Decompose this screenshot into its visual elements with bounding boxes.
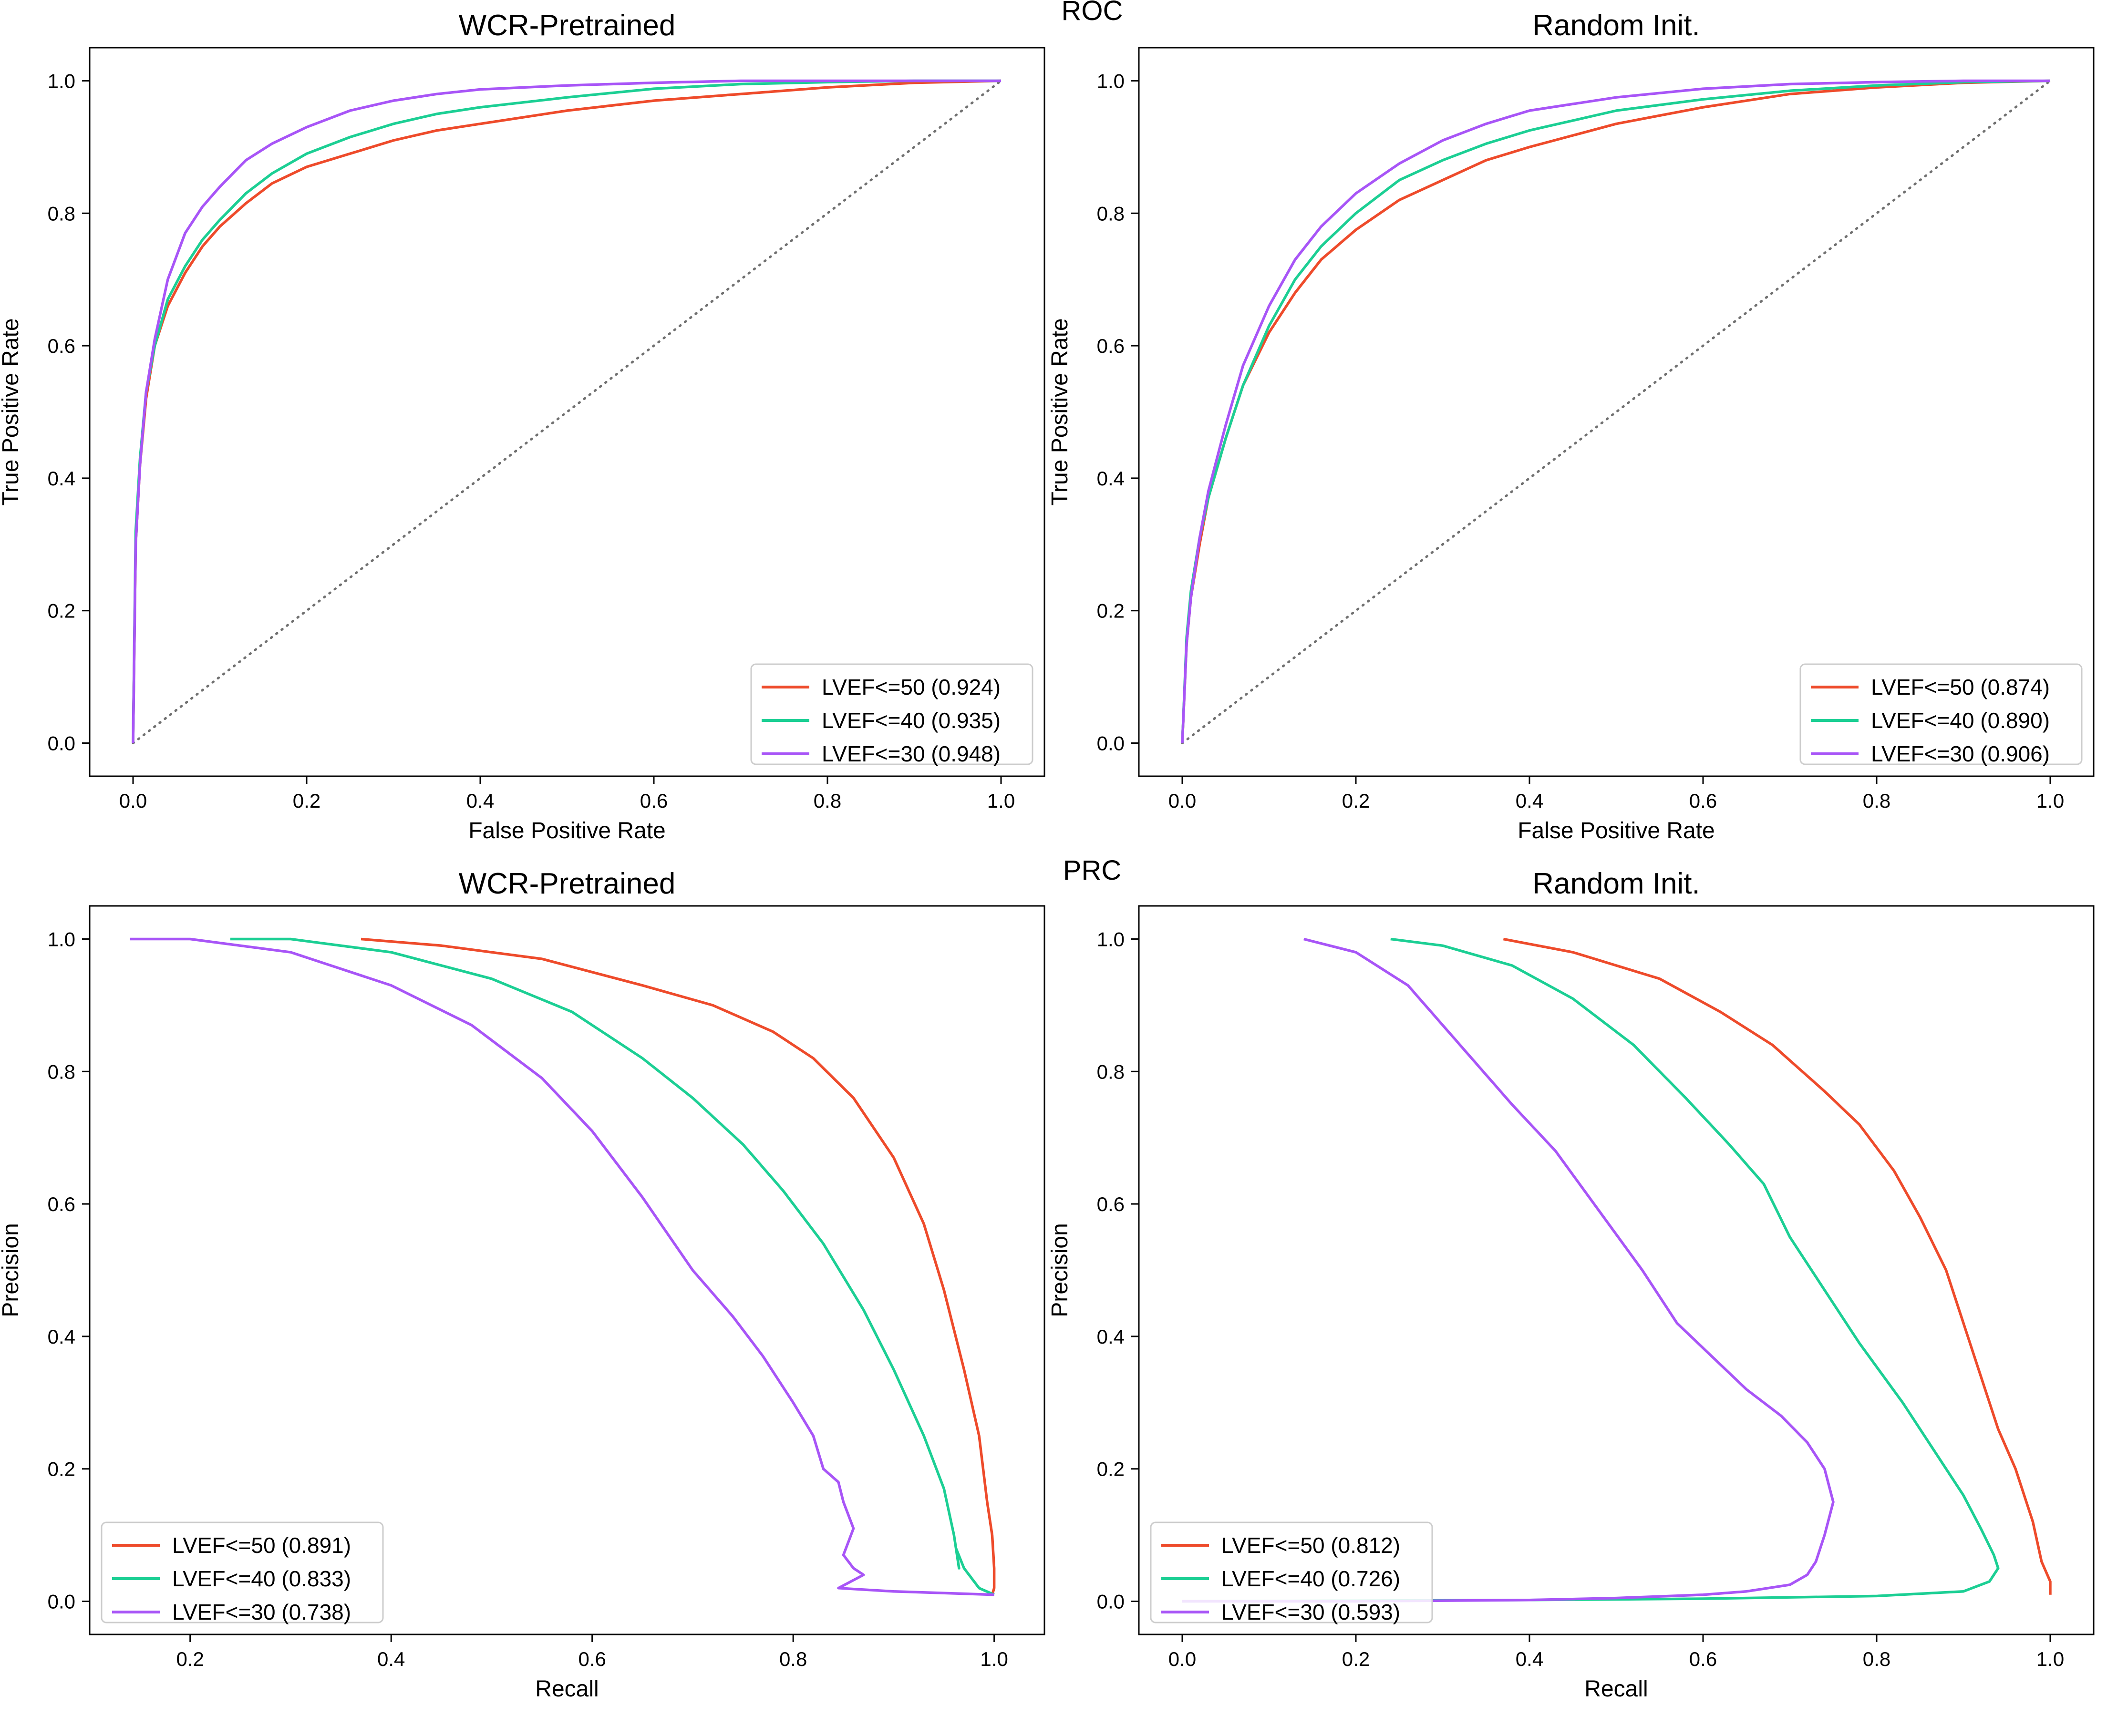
prc-wcr-ytick-label: 1.0 [48,928,75,950]
prc-wcr-xtick-label: 0.4 [377,1648,405,1670]
roc-wcr-ylabel: True Positive Rate [0,318,23,505]
roc-random-plot-frame [1138,47,2095,777]
prc-wcr-legend-label-3: LVEF<=30 (0.738) [172,1600,351,1624]
roc-random-xtick-label: 1.0 [2036,790,2064,812]
section-title-roc: ROC [1062,0,1123,26]
roc-random-legend-label-2: LVEF<=40 (0.890) [1871,708,2050,733]
roc-random-xtick-label: 0.0 [1168,790,1196,812]
roc-random-xlabel: False Positive Rate [1518,818,1715,843]
roc-random-ytick-label: 0.6 [1097,335,1125,357]
prc-wcr-pretrained-chart: WCR-Pretrained 0.2 0.4 0.6 0.8 1.0 0.0 0.2 0.4 0.… [0,867,1045,1702]
prc-wcr-xtick-label: 0.8 [779,1648,807,1670]
roc-random-ytick-label: 0.8 [1097,202,1125,225]
roc-wcr-ytick-label: 0.8 [48,202,75,225]
prc-random-ytick-label: 0.2 [1097,1458,1125,1480]
prc-random-legend [1150,1521,1433,1623]
prc-wcr-xtick-label: 0.6 [578,1648,606,1670]
roc-random-ytick-label: 0.4 [1097,467,1125,490]
roc-wcr-title: WCR-Pretrained [459,9,676,42]
roc-wcr-xtick-label: 0.2 [293,790,320,812]
prc-random-xtick-label: 0.6 [1689,1648,1717,1670]
prc-wcr-series-3-line [130,937,994,1596]
prc-wcr-series-1-line [361,937,996,1596]
roc-random-title: Random Init. [1532,9,1700,42]
prc-random-xtick-label: 0.0 [1168,1648,1196,1670]
prc-random-xlabel: Recall [1584,1676,1648,1702]
prc-random-series-1-line [1503,937,2052,1595]
roc-wcr-legend-label-3: LVEF<=30 (0.948) [822,741,1001,766]
roc-wcr-legend-label-2: LVEF<=40 (0.935) [822,708,1001,733]
prc-wcr-plot-frame [89,905,1045,1635]
roc-random-ytick-label: 0.0 [1097,732,1125,755]
roc-random-xtick-label: 0.2 [1342,790,1370,812]
roc-wcr-xtick-label: 0.8 [814,790,841,812]
prc-random-legend-label-3: LVEF<=30 (0.593) [1221,1600,1400,1624]
roc-wcr-xtick-label: 0.0 [119,790,147,812]
prc-random-xtick-label: 0.4 [1516,1648,1543,1670]
roc-wcr-series-3-line [132,79,1001,743]
roc-random-legend-label-3: LVEF<=30 (0.906) [1871,741,2050,766]
prc-random-plot-frame [1138,905,2095,1635]
prc-random-series-3-line [1182,937,1835,1603]
roc-wcr-xtick-label: 0.4 [466,790,494,812]
prc-random-ytick-label: 0.0 [1097,1591,1125,1613]
roc-wcr-ytick-label: 0.0 [48,732,75,755]
roc-random-ylabel: True Positive Rate [1047,318,1073,505]
prc-wcr-xlabel: Recall [535,1676,599,1702]
prc-random-ytick-label: 1.0 [1097,928,1125,950]
roc-random-xtick-label: 0.8 [1863,790,1890,812]
roc-random-ytick-label: 0.2 [1097,600,1125,622]
roc-random-legend-label-1: LVEF<=50 (0.874) [1871,675,2050,699]
roc-wcr-xtick-label: 1.0 [987,790,1015,812]
prc-wcr-xtick-label: 0.2 [176,1648,204,1670]
roc-wcr-pretrained-chart: WCR-Pretrained 0.0 0.2 0.4 0.6 0.8 1.0 0.0 0.2 0.… [0,9,1045,843]
roc-random-xtick-label: 0.6 [1689,790,1717,812]
roc-wcr-ytick-label: 0.6 [48,335,75,357]
roc-random-init-chart: Random Init. 0.0 0.2 0.4 0.6 0.8 1.0 0.0 0.2 0.4 0… [1047,9,2095,843]
section-title-prc: PRC [1063,855,1121,886]
prc-wcr-legend [101,1521,384,1623]
roc-random-ytick-label: 1.0 [1097,70,1125,92]
prc-random-series-2-line [1182,937,2000,1603]
prc-random-xtick-label: 1.0 [2036,1648,2064,1670]
roc-wcr-xlabel: False Positive Rate [468,818,666,843]
prc-random-ytick-label: 0.4 [1097,1325,1125,1348]
prc-wcr-legend-label-1: LVEF<=50 (0.891) [172,1533,351,1558]
prc-wcr-title: WCR-Pretrained [459,867,676,900]
prc-wcr-ytick-label: 0.2 [48,1458,75,1480]
roc-random-series-3-line [1181,79,2050,743]
prc-random-xtick-label: 0.8 [1863,1648,1890,1670]
roc-random-legend [1799,663,2083,765]
prc-wcr-series-2-line [230,937,995,1596]
roc-wcr-xtick-label: 0.6 [640,790,668,812]
roc-wcr-ytick-label: 1.0 [48,70,75,92]
prc-wcr-legend-label-2: LVEF<=40 (0.833) [172,1566,351,1591]
prc-random-ytick-label: 0.8 [1097,1060,1125,1083]
prc-wcr-ytick-label: 0.8 [48,1060,75,1083]
roc-wcr-ytick-label: 0.2 [48,600,75,622]
prc-wcr-ytick-label: 0.0 [48,1591,75,1613]
prc-wcr-ytick-label: 0.6 [48,1193,75,1215]
roc-wcr-chance-line [132,79,1002,745]
roc-wcr-legend-label-1: LVEF<=50 (0.924) [822,675,1001,699]
prc-random-legend-label-2: LVEF<=40 (0.726) [1221,1566,1400,1591]
prc-wcr-ylabel: Precision [0,1223,23,1317]
prc-random-xtick-label: 0.2 [1342,1648,1370,1670]
roc-wcr-ytick-label: 0.4 [48,467,75,490]
roc-random-xtick-label: 0.4 [1516,790,1543,812]
roc-wcr-plot-frame [89,47,1045,777]
prc-random-init-chart: Random Init. 0.0 0.2 0.4 0.6 0.8 1.0 0.0 0.2 0.4 0… [1047,867,2095,1702]
roc-random-chance-line [1181,79,2052,745]
prc-wcr-ytick-label: 0.4 [48,1325,75,1348]
prc-random-legend-label-1: LVEF<=50 (0.812) [1221,1533,1400,1558]
prc-random-title: Random Init. [1532,867,1700,900]
prc-wcr-xtick-label: 1.0 [980,1648,1008,1670]
roc-wcr-legend [750,663,1033,765]
prc-random-ylabel: Precision [1047,1223,1073,1317]
prc-random-ytick-label: 0.6 [1097,1193,1125,1215]
